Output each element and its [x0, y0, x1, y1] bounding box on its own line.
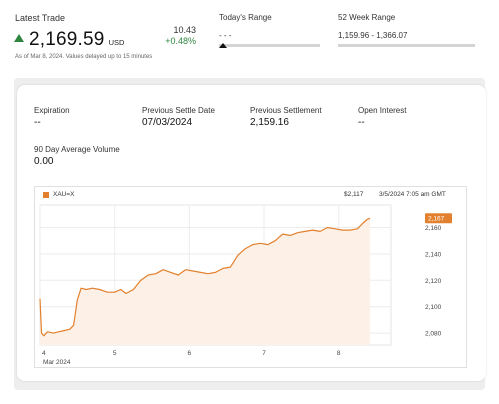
up-arrow-icon	[14, 34, 24, 42]
expiration-label: Expiration	[34, 106, 70, 115]
prev-settlement-value: 2,159.16	[250, 117, 289, 128]
latest-price: 2,169.59	[29, 29, 105, 50]
open-interest-label: Open Interest	[358, 106, 407, 115]
prev-settle-date-value: 07/03/2024	[142, 117, 193, 128]
week52-range: 52 Week Range 1,159.96 - 1,366.07	[338, 13, 475, 47]
chart-header: XAU=X $2,117 3/5/2024 7:05 am GMT	[35, 187, 466, 203]
stat-prev-settle-date: Previous Settle Date 07/03/2024	[142, 106, 215, 128]
change-percent: +0.48%	[165, 36, 196, 46]
x-sublabel: Mar 2024	[43, 359, 71, 366]
legend-swatch	[43, 192, 49, 198]
y-tick-label: 2,100	[425, 304, 442, 311]
y-tick-label: 2,120	[425, 278, 442, 285]
change-absolute: 10.43	[173, 25, 196, 35]
range-marker-icon	[219, 43, 227, 48]
last-value-badge	[425, 213, 452, 224]
hover-price: $2,117	[344, 191, 364, 198]
price-change: 10.43 +0.48%	[154, 25, 196, 46]
avg-volume-label: 90 Day Average Volume	[34, 145, 120, 154]
todays-range-bar	[219, 43, 320, 48]
last-value-label: 2,167	[428, 216, 445, 223]
x-tick-label: 5	[113, 350, 117, 357]
open-interest-value: --	[358, 117, 365, 128]
legend-series-name: XAU=X	[53, 191, 75, 198]
stat-expiration: Expiration --	[34, 106, 70, 128]
todays-range-value: - - -	[219, 31, 232, 40]
quote-header: Latest Trade 2,169.59 USD 10.43 +0.48% A…	[0, 0, 499, 78]
chart-canvas[interactable]: 2,080 2,100 2,120 2,140 2,160 2,167 4 5 6 7 8 Mar 2…	[35, 187, 466, 367]
y-tick-label: 2,160	[425, 225, 442, 232]
currency-label: USD	[108, 38, 125, 47]
latest-trade-label: Latest Trade	[15, 13, 66, 23]
y-tick-label: 2,080	[425, 331, 442, 338]
x-tick-label: 8	[337, 350, 341, 357]
as-of-note: As of Mar 8, 2024. Values delayed up to …	[15, 54, 153, 60]
x-tick-label: 7	[262, 350, 266, 357]
x-tick-label: 6	[188, 350, 192, 357]
expiration-value: --	[34, 117, 41, 128]
todays-range-label: Today's Range	[219, 13, 272, 22]
prev-settle-date-label: Previous Settle Date	[142, 106, 215, 115]
week52-range-bar	[338, 44, 475, 47]
prev-settlement-label: Previous Settlement	[250, 106, 322, 115]
x-tick-label: 4	[42, 350, 46, 357]
stat-open-interest: Open Interest --	[358, 106, 406, 128]
price-row: 2,169.59 USD	[14, 29, 124, 51]
week52-range-label: 52 Week Range	[338, 13, 396, 22]
stat-avg-volume: 90 Day Average Volume 0.00	[34, 145, 120, 167]
y-tick-label: 2,140	[425, 251, 442, 258]
todays-range: Today's Range - - -	[219, 13, 320, 48]
hover-timestamp: 3/5/2024 7:05 am GMT	[379, 191, 446, 198]
stat-prev-settlement: Previous Settlement 2,159.16	[250, 106, 322, 128]
price-chart[interactable]: XAU=X $2,117 3/5/2024 7:05 am GMT 2,080 2…	[34, 186, 467, 368]
avg-volume-value: 0.00	[34, 156, 54, 167]
series-area	[40, 218, 371, 345]
series-line	[39, 217, 371, 337]
week52-range-value: 1,159.96 - 1,366.07	[338, 31, 408, 40]
